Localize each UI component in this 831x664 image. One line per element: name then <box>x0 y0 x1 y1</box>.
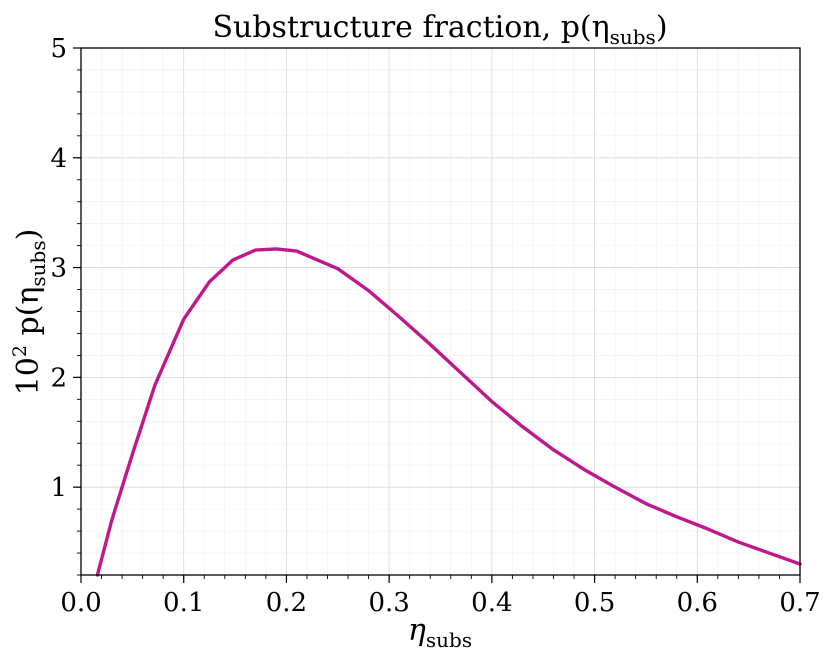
series-line <box>95 247 802 577</box>
chart-title: Substructure fraction, p(ηsubs) <box>212 10 667 49</box>
y-tick-label: 5 <box>50 34 67 64</box>
x-tick-label: 0.4 <box>471 588 512 618</box>
y-tick-label: 4 <box>50 144 67 174</box>
x-tick-label: 0.6 <box>677 588 718 618</box>
x-tick-label: 0.2 <box>266 588 307 618</box>
series-layer <box>95 247 802 577</box>
x-tick-label: 0.0 <box>60 588 101 618</box>
y-tick-label: 1 <box>50 473 67 503</box>
x-tick-label: 0.5 <box>574 588 615 618</box>
y-axis-label: 102 p(ηsubs) <box>9 229 50 396</box>
x-tick-label: 0.7 <box>779 588 820 618</box>
x-tick-label: 0.1 <box>163 588 204 618</box>
x-tick-label: 0.3 <box>368 588 409 618</box>
y-tick-label: 3 <box>50 254 67 284</box>
y-tick-label: 2 <box>50 363 67 393</box>
x-axis-label: ηsubs <box>408 613 472 652</box>
axis-ticks: 0.0 0.1 0.2 0.3 0.4 0.5 0.6 0.7 1 2 3 4 5 <box>50 34 820 618</box>
